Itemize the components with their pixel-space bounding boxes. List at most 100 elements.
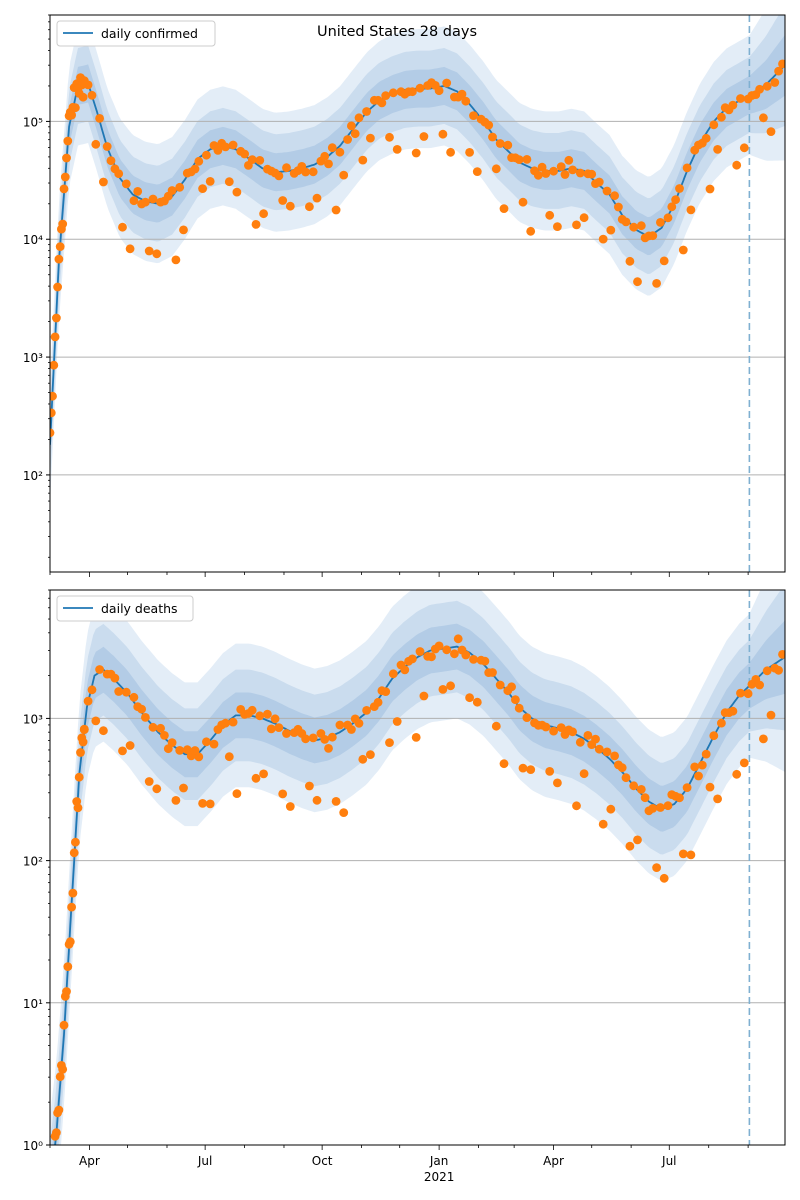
reported-point <box>675 184 684 193</box>
reported-point <box>759 113 768 123</box>
reported-point <box>717 718 726 728</box>
y-tick-label: 10² <box>23 469 43 483</box>
reported-point <box>568 727 577 737</box>
reported-point <box>579 213 589 223</box>
reported-point <box>54 254 64 264</box>
reported-point <box>137 704 147 714</box>
reported-point <box>71 103 80 113</box>
reported-point <box>594 744 604 754</box>
reported-point <box>633 277 642 287</box>
reported-point <box>598 819 608 829</box>
reported-point <box>50 360 59 370</box>
reported-point <box>408 87 417 97</box>
reported-point <box>278 789 288 799</box>
reported-point <box>511 695 520 705</box>
reported-point <box>659 873 669 883</box>
x-year-label: 2021 <box>424 1170 455 1184</box>
reported-point <box>327 732 337 742</box>
reported-point <box>79 724 89 734</box>
reported-point <box>247 155 257 165</box>
reported-point <box>148 194 158 204</box>
reported-point <box>755 84 764 94</box>
reported-point <box>354 113 364 123</box>
reported-point <box>621 773 631 783</box>
reported-point <box>522 155 532 164</box>
reported-point <box>659 256 669 266</box>
reported-point <box>701 749 711 759</box>
reported-point <box>503 140 513 150</box>
reported-point <box>408 654 417 664</box>
reported-point <box>564 155 574 165</box>
reported-point <box>335 147 345 157</box>
reported-point <box>697 760 707 770</box>
reported-point <box>373 697 383 707</box>
reported-point <box>347 725 356 734</box>
reported-point <box>59 184 69 194</box>
reported-point <box>377 98 387 108</box>
reported-point <box>663 213 673 223</box>
reported-point <box>472 697 482 707</box>
reported-point <box>461 96 471 106</box>
reported-point <box>194 156 204 166</box>
reported-point <box>95 665 104 674</box>
reported-point <box>583 731 593 740</box>
reported-point <box>442 78 452 88</box>
reported-point <box>179 783 188 793</box>
reported-point <box>682 783 692 792</box>
deaths-panel: 10⁰ 10¹ 10² 10³ Apr Jul Oct Jan Apr Jul 2021 dail… <box>23 589 786 1184</box>
reported-point <box>53 282 62 292</box>
reported-point <box>446 147 455 157</box>
reported-point <box>652 863 661 872</box>
reported-point <box>488 668 497 677</box>
reported-point <box>133 187 143 196</box>
confirmed-legend-label: daily confirmed <box>101 26 198 41</box>
reported-point <box>129 692 139 702</box>
reported-point <box>232 789 242 798</box>
reported-point <box>73 803 83 813</box>
reported-point <box>198 799 208 808</box>
reported-point <box>121 179 131 189</box>
reported-point <box>469 111 478 120</box>
reported-point <box>728 706 738 716</box>
reported-point <box>65 937 75 947</box>
reported-point <box>598 234 608 244</box>
reported-point <box>129 196 139 206</box>
reported-point <box>49 1159 58 1168</box>
reported-point <box>224 177 234 187</box>
reported-point <box>194 752 204 762</box>
reported-point <box>71 837 80 847</box>
reported-point <box>63 962 73 971</box>
reported-point <box>305 202 314 212</box>
reported-point <box>640 793 650 803</box>
reported-point <box>67 902 76 912</box>
reported-point <box>491 721 501 731</box>
reported-point <box>575 737 585 747</box>
reported-point <box>266 724 276 734</box>
reported-point <box>465 693 474 703</box>
reported-point <box>560 170 570 179</box>
reported-point <box>499 204 509 214</box>
reported-point <box>774 66 783 76</box>
reported-point <box>259 209 268 219</box>
reported-point <box>778 59 785 69</box>
reported-point <box>114 169 124 179</box>
reported-point <box>545 767 555 776</box>
deaths-x-ticks: Apr Jul Oct Jan Apr Jul 2021 <box>49 1145 749 1184</box>
reported-point <box>739 758 749 768</box>
reported-point <box>83 696 93 706</box>
reported-point <box>469 655 478 664</box>
reported-point <box>125 741 135 750</box>
reported-point <box>152 249 162 259</box>
reported-point <box>366 750 375 759</box>
y-tick-label: 10³ <box>23 712 43 726</box>
reported-point <box>694 771 703 781</box>
reported-point <box>50 428 55 438</box>
reported-point <box>411 733 421 742</box>
reported-point <box>442 645 452 655</box>
reported-point <box>78 737 88 747</box>
reported-point <box>52 1128 61 1137</box>
reported-point <box>205 799 215 809</box>
reported-point <box>648 231 658 241</box>
reported-point <box>671 195 680 205</box>
deaths-uncertainty-bands <box>50 590 785 1145</box>
